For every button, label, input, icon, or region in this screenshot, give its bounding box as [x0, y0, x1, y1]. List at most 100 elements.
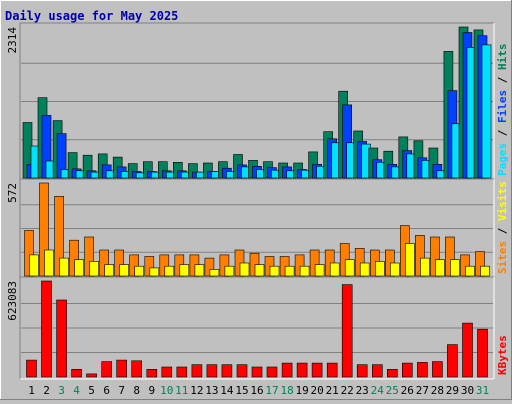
bar-sites-day-22 — [344, 259, 355, 277]
bar-sites-day-4 — [74, 259, 84, 277]
legend-entry: KBytes — [496, 335, 509, 375]
chart-title: Daily usage for May 2025 — [5, 9, 178, 23]
y-max-label: 623083 — [6, 281, 19, 321]
panel-kbytes: 623083 KBytes — [6, 276, 509, 380]
x-tick-label: 28 — [431, 384, 444, 397]
bar-visits-day-7 — [114, 249, 124, 277]
x-tick-label: 8 — [133, 384, 140, 397]
legend: KBytes — [496, 335, 509, 375]
legend: Sites / Visits — [496, 181, 509, 274]
x-tick-label: 20 — [310, 384, 323, 397]
legend-entry: Pages — [496, 143, 509, 176]
bar-sites-day-2 — [44, 249, 54, 277]
x-tick-label: 16 — [250, 384, 263, 397]
legend-entry: / — [496, 123, 509, 143]
bar-visits-day-19 — [294, 254, 305, 277]
x-tick-label: 10 — [160, 384, 173, 397]
bar-kbytes-day-5 — [86, 373, 97, 378]
bar-visits-day-28 — [430, 236, 440, 277]
bar-kbytes-day-4 — [71, 368, 82, 378]
bar-kbytes-day-20 — [311, 362, 323, 378]
x-tick-label: 1 — [28, 384, 35, 397]
bar-kbytes-day-31 — [477, 328, 488, 378]
bar-sites-day-20 — [314, 264, 325, 277]
legend-entry: Visits — [496, 181, 509, 221]
bar-kbytes-day-17 — [266, 366, 278, 378]
x-tick-label: 30 — [461, 384, 474, 397]
bar-kbytes-day-15 — [236, 364, 248, 378]
bar-sites-day-21 — [329, 262, 340, 277]
bar-sites-day-15 — [239, 262, 250, 277]
bar-sites-day-24 — [374, 261, 385, 277]
x-tick-label: 17 — [265, 384, 278, 397]
legend-entry: Files — [496, 90, 509, 123]
bar-kbytes-day-12 — [191, 364, 203, 378]
bar-kbytes-day-19 — [296, 362, 308, 378]
bar-kbytes-day-8 — [131, 360, 142, 378]
bar-sites-day-23 — [359, 262, 370, 277]
bar-visits-day-2 — [39, 182, 49, 277]
bar-kbytes-day-9 — [146, 368, 158, 378]
x-tick-label: 25 — [386, 384, 399, 397]
bar-kbytes-day-2 — [41, 280, 52, 378]
bar-sites-day-10 — [164, 265, 175, 277]
bar-kbytes-day-7 — [116, 359, 127, 378]
legend-entry: Sites — [496, 241, 509, 274]
bar-visits-day-10 — [159, 254, 170, 277]
bar-sites-day-31 — [480, 265, 490, 277]
bar-sites-day-5 — [89, 261, 99, 277]
bar-sites-day-13 — [209, 269, 220, 277]
bar-sites-day-1 — [29, 254, 39, 277]
bar-kbytes-day-3 — [56, 299, 67, 378]
bar-sites-day-16 — [254, 264, 265, 277]
x-tick-label: 4 — [73, 384, 80, 397]
x-tick-label: 12 — [190, 384, 203, 397]
bar-visits-day-23 — [354, 248, 365, 277]
bar-visits-day-13 — [204, 257, 215, 277]
x-tick-label: 3 — [58, 384, 65, 397]
bar-kbytes-day-27 — [417, 362, 428, 378]
bar-sites-day-9 — [149, 267, 160, 277]
bar-kbytes-day-18 — [281, 362, 293, 378]
bar-kbytes-day-23 — [356, 364, 368, 378]
x-tick-label: 5 — [88, 384, 95, 397]
bar-visits-day-20 — [309, 249, 320, 277]
bar-kbytes-day-22 — [341, 284, 353, 378]
bar-sites-day-18 — [284, 265, 295, 277]
legend-entry: / — [496, 70, 509, 90]
panel-hits-files-pages: 2314 Pages / Files / Hits — [6, 22, 509, 181]
x-tick-label: 22 — [341, 384, 354, 397]
bar-sites-day-26 — [404, 243, 415, 277]
x-tick-label: 6 — [103, 384, 110, 397]
bar-kbytes-day-1 — [26, 359, 37, 378]
bar-sites-day-14 — [224, 265, 235, 277]
bar-sites-day-3 — [59, 257, 69, 277]
x-tick-label: 2 — [43, 384, 50, 397]
bar-visits-day-27 — [415, 235, 425, 277]
x-tick-label: 29 — [446, 384, 459, 397]
bar-visits-day-5 — [84, 236, 94, 277]
bar-kbytes-day-25 — [386, 368, 398, 378]
bar-sites-day-11 — [179, 264, 190, 277]
x-tick-label: 31 — [476, 384, 489, 397]
bar-kbytes-day-13 — [206, 364, 218, 378]
bar-visits-day-14 — [219, 254, 230, 277]
x-tick-label: 14 — [220, 384, 234, 397]
x-tick-label: 27 — [416, 384, 429, 397]
bar-visits-day-3 — [54, 196, 64, 277]
bar-sites-day-25 — [389, 262, 400, 277]
legend: Pages / Files / Hits — [496, 44, 509, 177]
x-tick-label: 19 — [295, 384, 308, 397]
x-tick-label: 18 — [280, 384, 293, 397]
bar-sites-day-30 — [465, 265, 475, 277]
bar-kbytes-day-30 — [462, 322, 473, 378]
bar-kbytes-day-26 — [401, 362, 413, 378]
x-tick-label: 9 — [148, 384, 155, 397]
bar-visits-day-30 — [460, 254, 470, 277]
bar-sites-day-17 — [269, 265, 280, 277]
bar-visits-day-8 — [129, 254, 139, 277]
bar-visits-day-31 — [475, 251, 485, 277]
bar-kbytes-day-14 — [221, 364, 233, 378]
x-tick-label: 23 — [356, 384, 369, 397]
